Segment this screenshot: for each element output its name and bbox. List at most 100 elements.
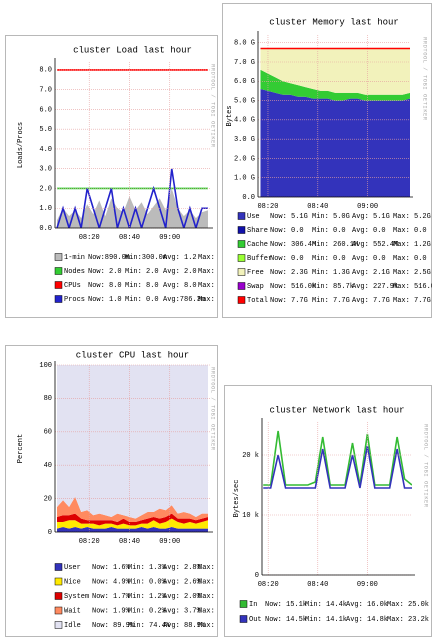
- legend-stat: Avg:786.3m: [163, 296, 205, 304]
- legend-stat: Min: 0.0: [312, 227, 346, 235]
- panel-frame: [224, 385, 432, 637]
- legend-stat: Max: 2.5G: [393, 269, 431, 277]
- legend-stat: Min: 1.3%: [128, 564, 167, 572]
- legend-stat: Max: 516.0k: [393, 283, 434, 291]
- y-tick-label: 0.0: [242, 194, 255, 202]
- y-tick-label: 40: [44, 462, 52, 470]
- legend-stat: Min:300.0m: [125, 254, 167, 262]
- y-tick-label: 0: [48, 529, 52, 537]
- series-line: [263, 445, 412, 489]
- legend-stat: Now: 2.3G: [270, 269, 308, 277]
- legend-stat: Avg: 5.1G: [352, 213, 390, 221]
- legend-stat: Max: 96.0%: [198, 622, 241, 630]
- legend-stat: Min: 14.4k: [305, 601, 347, 609]
- y-tick-label: 3.0 G: [234, 136, 255, 144]
- y-tick-label: 4.0 G: [234, 117, 255, 125]
- legend-stat: Max: 0.0: [393, 227, 427, 235]
- chart-panel: cluster Memory last hour Bytes RRDTOOL / T…: [222, 3, 434, 318]
- legend-label: Cache: [247, 241, 268, 249]
- x-tick-label: 08:40: [307, 581, 328, 589]
- legend-stat: Min: 1.2%: [128, 593, 167, 601]
- legend-stat: Min: 7.7G: [312, 297, 350, 305]
- x-tick-label: 09:00: [357, 203, 378, 211]
- legend-stat: Now: 15.1k: [265, 601, 307, 609]
- legend-swatch: [54, 592, 63, 600]
- legend-stat: Max: 8.0: [198, 282, 232, 290]
- legend-stat: Avg: 16.0k: [346, 601, 388, 609]
- y-tick-label: 7.0 G: [234, 59, 255, 67]
- legend-stat: Avg: 2.8%: [163, 564, 202, 572]
- legend-stat: Now: 1.7%: [92, 593, 131, 601]
- legend-stat: Now: 0.0: [270, 255, 304, 263]
- y-tick-label: 6.0 G: [234, 78, 255, 86]
- legend-stat: Avg: 0.0: [352, 227, 386, 235]
- legend-stat: Min: 0.0: [312, 255, 346, 263]
- chart-title: cluster CPU last hour: [76, 350, 189, 360]
- legend-stat: Now: 5.1G: [270, 213, 308, 221]
- legend-label: Total: [247, 297, 268, 305]
- x-tick-label: 08:20: [258, 581, 279, 589]
- y-tick-label: 10 k: [242, 512, 259, 520]
- legend-swatch: [54, 563, 63, 571]
- legend-stat: Max: 1.2G: [393, 241, 431, 249]
- legend-stat: Min: 2.0: [125, 268, 159, 276]
- legend-stat: Avg: 227.9k: [352, 283, 398, 291]
- legend-stat: Avg: 2.6%: [163, 578, 202, 586]
- y-tick-label: 1.0 G: [234, 175, 255, 183]
- legend-stat: Min: 85.7k: [312, 283, 354, 291]
- y-tick-label: 20: [44, 495, 52, 503]
- legend-stat: Min: 0.2%: [128, 607, 167, 615]
- legend-label: In: [249, 601, 257, 609]
- legend-swatch: [54, 281, 63, 289]
- x-tick-label: 08:20: [257, 203, 278, 211]
- y-tick-label: 20 k: [242, 452, 259, 460]
- legend-stat: Max: 23.2k: [387, 616, 429, 624]
- legend-swatch: [237, 282, 246, 290]
- legend-stat: Min: 8.0: [125, 282, 159, 290]
- legend-stat: Min: 0.0%: [128, 578, 167, 586]
- watermark: RRDTOOL / TOBI OETIKER: [210, 64, 217, 148]
- x-tick-label: 08:40: [307, 203, 328, 211]
- legend-stat: Now: 0.0: [270, 227, 304, 235]
- x-tick-label: 08:20: [79, 234, 100, 242]
- legend-label: Nice: [64, 578, 81, 586]
- legend-stat: Max: 2.4: [198, 254, 232, 262]
- y-axis-title: Loads/Procs: [17, 122, 25, 168]
- legend-swatch: [54, 577, 63, 586]
- y-tick-label: 6.0: [39, 106, 52, 114]
- y-tick-label: 2.0: [39, 185, 52, 193]
- legend-label: System: [64, 593, 89, 601]
- series-area: [57, 513, 208, 526]
- legend-swatch: [237, 296, 246, 304]
- y-tick-label: 0: [255, 572, 259, 580]
- legend-stat: Now: 1.9%: [92, 607, 131, 615]
- legend-stat: Now: 14.5k: [265, 616, 307, 624]
- watermark: RRDTOOL / TOBI OETIKER: [423, 424, 430, 508]
- legend-stat: Max: 2.0: [198, 268, 232, 276]
- chart-title: cluster Load last hour: [73, 45, 192, 55]
- chart-panel: cluster CPU last hour Percent RRDTOOL / TO…: [5, 345, 241, 637]
- legend-stat: Max: 25.0k: [387, 601, 429, 609]
- y-tick-label: 8.0 G: [234, 40, 255, 48]
- y-axis-title: Bytes/sec: [233, 480, 241, 518]
- series-area: [57, 188, 208, 228]
- x-tick-label: 08:20: [79, 538, 100, 546]
- legend-stat: Max: 4.5%: [198, 593, 237, 601]
- legend-swatch: [54, 295, 63, 303]
- legend-stat: Now: 1.0: [88, 296, 122, 304]
- series-area: [260, 69, 410, 101]
- legend-stat: Min: 14.1k: [305, 616, 347, 624]
- legend-stat: Avg: 7.7G: [352, 297, 390, 305]
- legend-swatch: [239, 615, 248, 623]
- legend-label: Share: [247, 227, 268, 235]
- series-line: [56, 168, 208, 228]
- legend-stat: Now: 7.7G: [270, 297, 308, 305]
- legend-stat: Now: 516.0k: [270, 283, 316, 291]
- legend-stat: Now: 2.0: [88, 268, 122, 276]
- legend-label: Use: [247, 213, 260, 221]
- y-tick-label: 3.0: [39, 166, 52, 174]
- legend-label: Wait: [64, 607, 81, 615]
- x-tick-label: 09:00: [357, 581, 378, 589]
- watermark: RRDTOOL / TOBI OETIKER: [422, 37, 429, 121]
